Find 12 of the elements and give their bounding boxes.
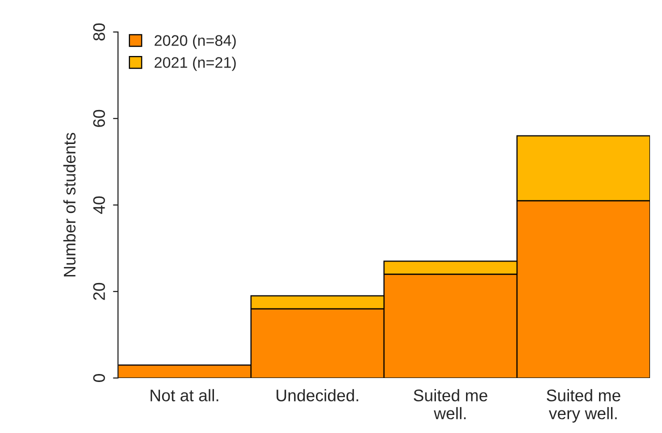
y-tick-label: 40	[93, 196, 105, 214]
x-tick-label: Not at all.	[150, 389, 218, 402]
legend-label: 2020 (n=84)	[154, 34, 236, 49]
y-tick-label: 60	[93, 110, 105, 127]
y-tick-label: 0	[93, 374, 105, 382]
legend-label: 2021 (n=21)	[154, 56, 236, 71]
x-tick-label: Suited me very well.	[546, 389, 620, 423]
y-axis-title: Number of students	[63, 132, 76, 276]
y-tick-label: 80	[93, 23, 105, 41]
x-tick-label: Suited me well.	[414, 389, 488, 420]
x-tick-label: Undecided.	[276, 389, 358, 402]
y-tick-label: 20	[93, 282, 105, 300]
